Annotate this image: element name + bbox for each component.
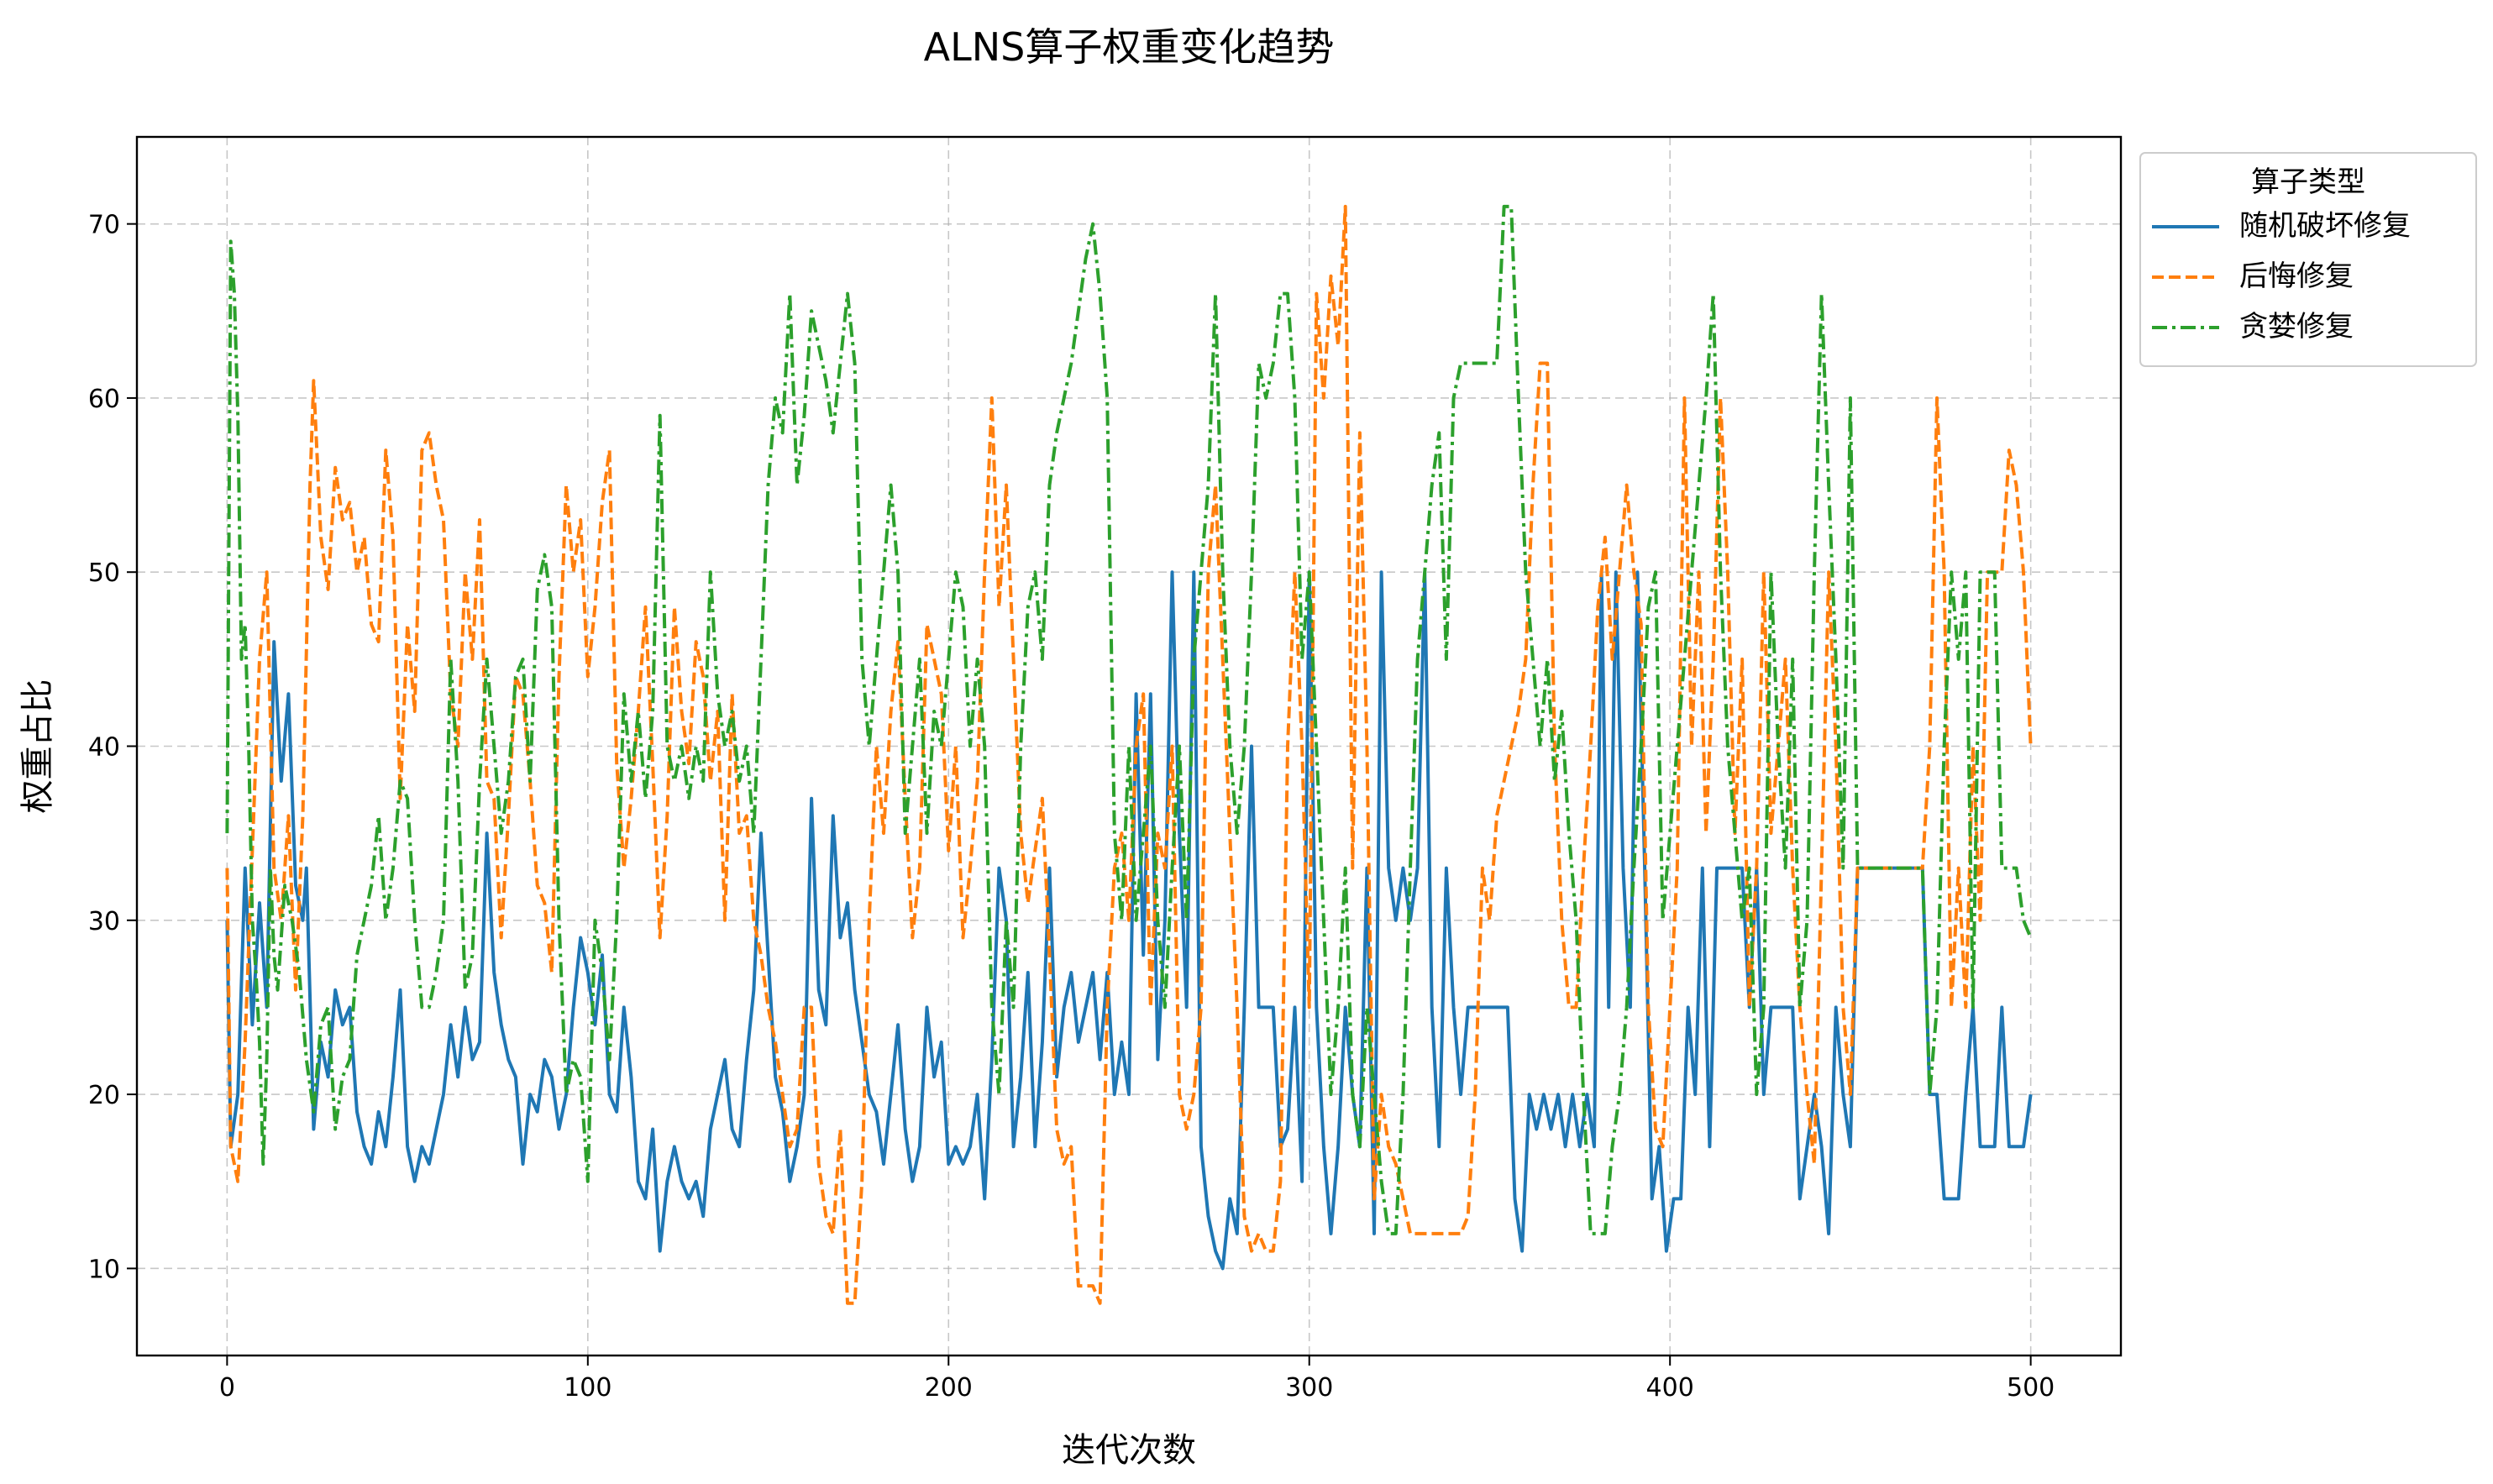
legend-label-2: 后悔修复 [2239,260,2354,293]
y-tick-label: 20 [88,1081,120,1110]
y-tick-label: 10 [88,1255,120,1284]
x-tick-label: 400 [1646,1373,1694,1403]
x-tick-label: 200 [925,1373,973,1403]
legend-box [2139,152,2477,367]
series-layer [225,204,2033,1305]
x-tick-label: 0 [219,1373,235,1403]
y-tick-label: 30 [88,907,120,936]
legend-label-1: 随机破坏修复 [2239,209,2411,243]
y-tick-label: 40 [88,733,120,763]
series-line-2 [225,204,2033,1305]
x-tick-label: 100 [564,1373,611,1403]
legend-label-3: 贪婪修复 [2239,310,2354,343]
y-tick-label: 50 [88,558,120,588]
x-tick-label: 300 [1285,1373,1333,1403]
x-tick-label: 500 [2007,1373,2055,1403]
y-axis-label: 权重占比 [18,679,57,814]
chart-title: ALNS算子权重变化趋势 [924,24,1335,70]
x-axis-label: 迭代次数 [1062,1431,1196,1470]
ticks-layer: 0 100 200 300 400 500 10 20 30 40 50 60 70 [88,211,2055,1403]
legend-title: 算子类型 [2251,165,2365,199]
y-tick-label: 70 [88,211,120,240]
y-tick-label: 60 [88,385,120,414]
